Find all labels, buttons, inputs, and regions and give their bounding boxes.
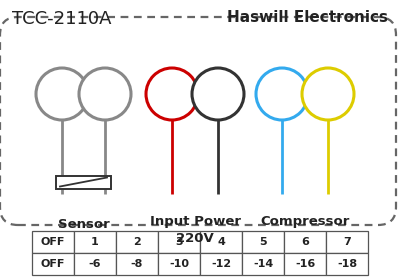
Text: -6: -6: [89, 259, 101, 269]
Bar: [74, 231, 116, 253]
Bar: [74, 253, 116, 275]
Text: Input Power: Input Power: [150, 215, 240, 227]
Circle shape: [79, 68, 131, 120]
Text: 220V: 220V: [176, 232, 214, 246]
Text: -18: -18: [337, 259, 357, 269]
Text: OFF: OFF: [41, 237, 65, 247]
Bar: [32, 231, 74, 253]
Text: Compressor: Compressor: [260, 215, 350, 227]
Bar: [242, 253, 284, 275]
Text: TCC-2110A: TCC-2110A: [12, 10, 112, 28]
Bar: [116, 253, 158, 275]
Circle shape: [36, 68, 88, 120]
Bar: [200, 231, 242, 253]
Text: Sensor: Sensor: [58, 218, 110, 232]
Bar: [284, 253, 326, 275]
Bar: [158, 253, 200, 275]
Text: 2: 2: [133, 237, 141, 247]
Circle shape: [256, 68, 308, 120]
Text: Haswill Electronics: Haswill Electronics: [227, 10, 388, 25]
Bar: [326, 253, 368, 275]
Text: -12: -12: [211, 259, 231, 269]
Bar: [326, 231, 368, 253]
Text: 6: 6: [301, 237, 309, 247]
Text: 3: 3: [175, 237, 183, 247]
Circle shape: [146, 68, 198, 120]
Bar: [242, 231, 284, 253]
Bar: [32, 253, 74, 275]
Bar: [200, 253, 242, 275]
Text: -14: -14: [253, 259, 273, 269]
Circle shape: [302, 68, 354, 120]
Bar: [116, 231, 158, 253]
Bar: [158, 231, 200, 253]
Text: -16: -16: [295, 259, 315, 269]
Bar: [284, 231, 326, 253]
Text: -10: -10: [169, 259, 189, 269]
Text: 4: 4: [217, 237, 225, 247]
Text: 5: 5: [259, 237, 267, 247]
Text: OFF: OFF: [41, 259, 65, 269]
Circle shape: [192, 68, 244, 120]
Text: -8: -8: [131, 259, 143, 269]
Text: 1: 1: [91, 237, 99, 247]
Bar: [56, 175, 111, 189]
Text: 7: 7: [343, 237, 351, 247]
